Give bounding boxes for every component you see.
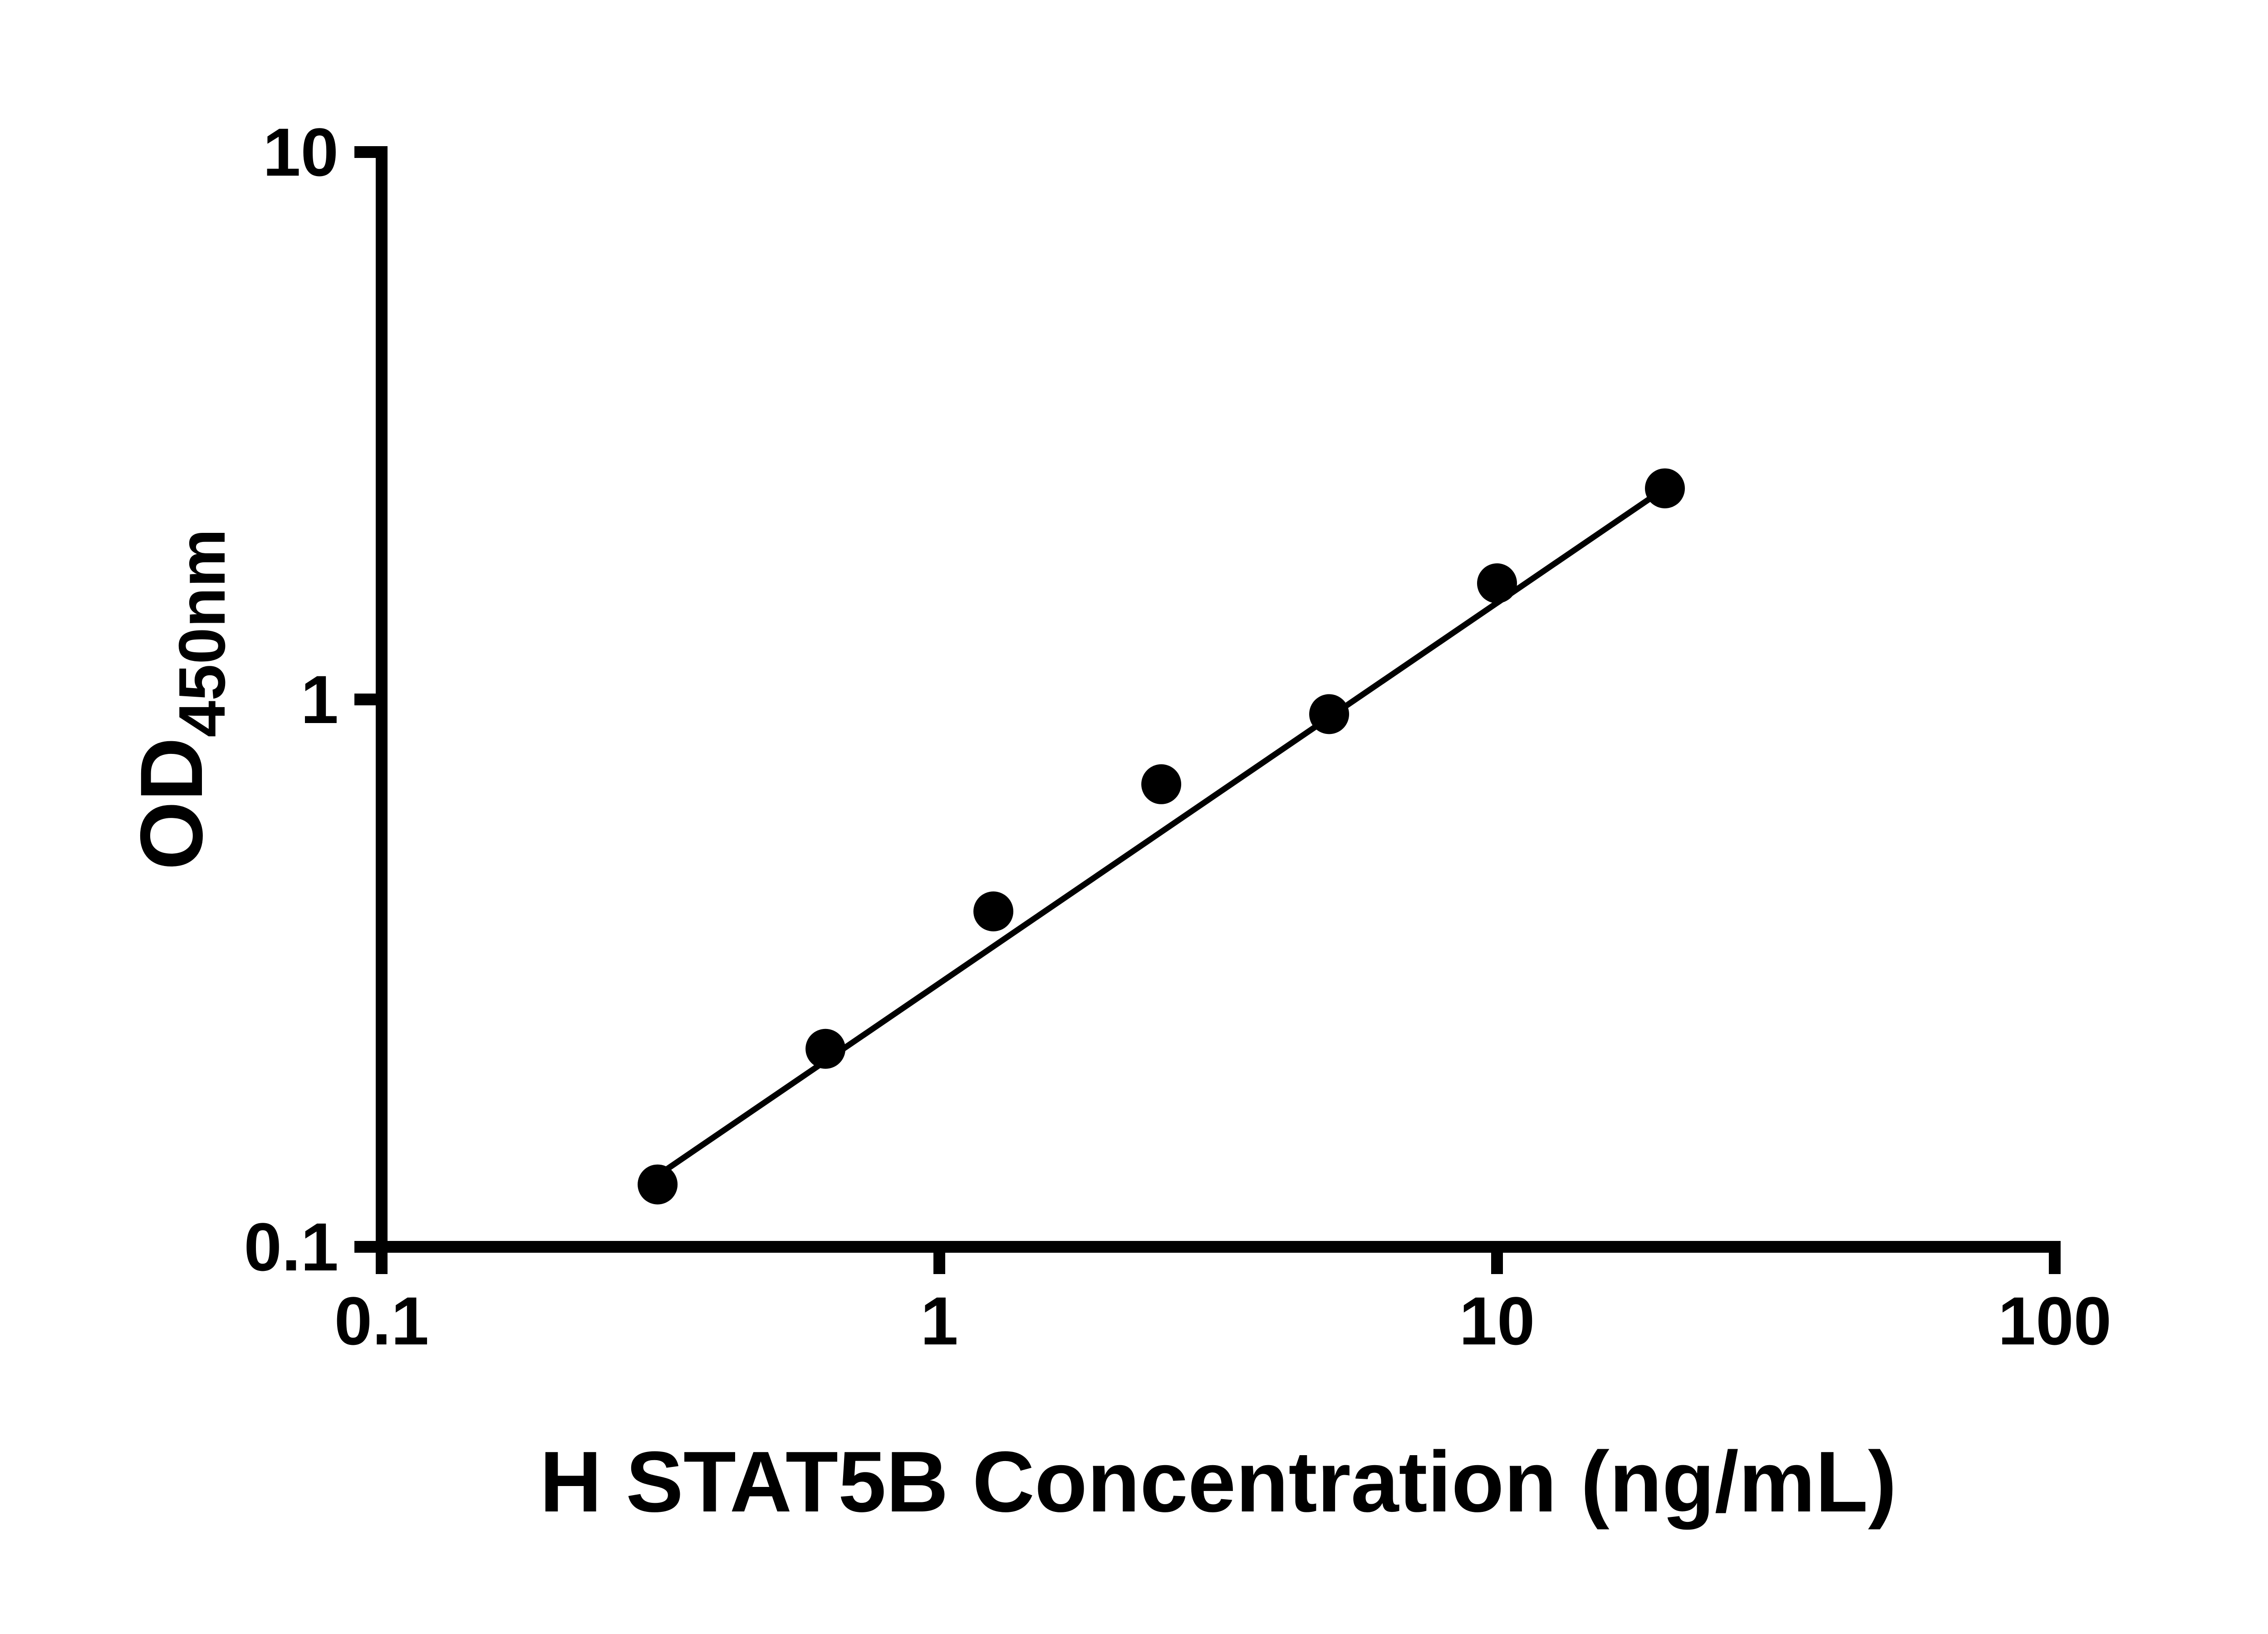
x-tick-label: 1 — [920, 1283, 958, 1359]
x-axis-title: H STAT5B Concentration (ng/mL) — [540, 1434, 1897, 1530]
axis-spine — [376, 146, 2061, 1253]
data-point — [973, 891, 1014, 931]
y-axis-title: OD450nm — [122, 529, 239, 870]
y-tick-label: 10 — [263, 114, 339, 190]
y-tick-label: 0.1 — [244, 1209, 339, 1285]
data-point — [1309, 694, 1350, 734]
x-tick-label: 100 — [1998, 1283, 2111, 1359]
y-tick-label: 1 — [301, 661, 339, 738]
data-point — [805, 1029, 846, 1069]
data-point — [1477, 563, 1517, 604]
data-point — [638, 1164, 678, 1205]
data-point — [1645, 468, 1685, 508]
x-tick-label: 0.1 — [334, 1283, 429, 1359]
data-point — [1141, 764, 1182, 804]
x-tick-label: 10 — [1459, 1283, 1535, 1359]
